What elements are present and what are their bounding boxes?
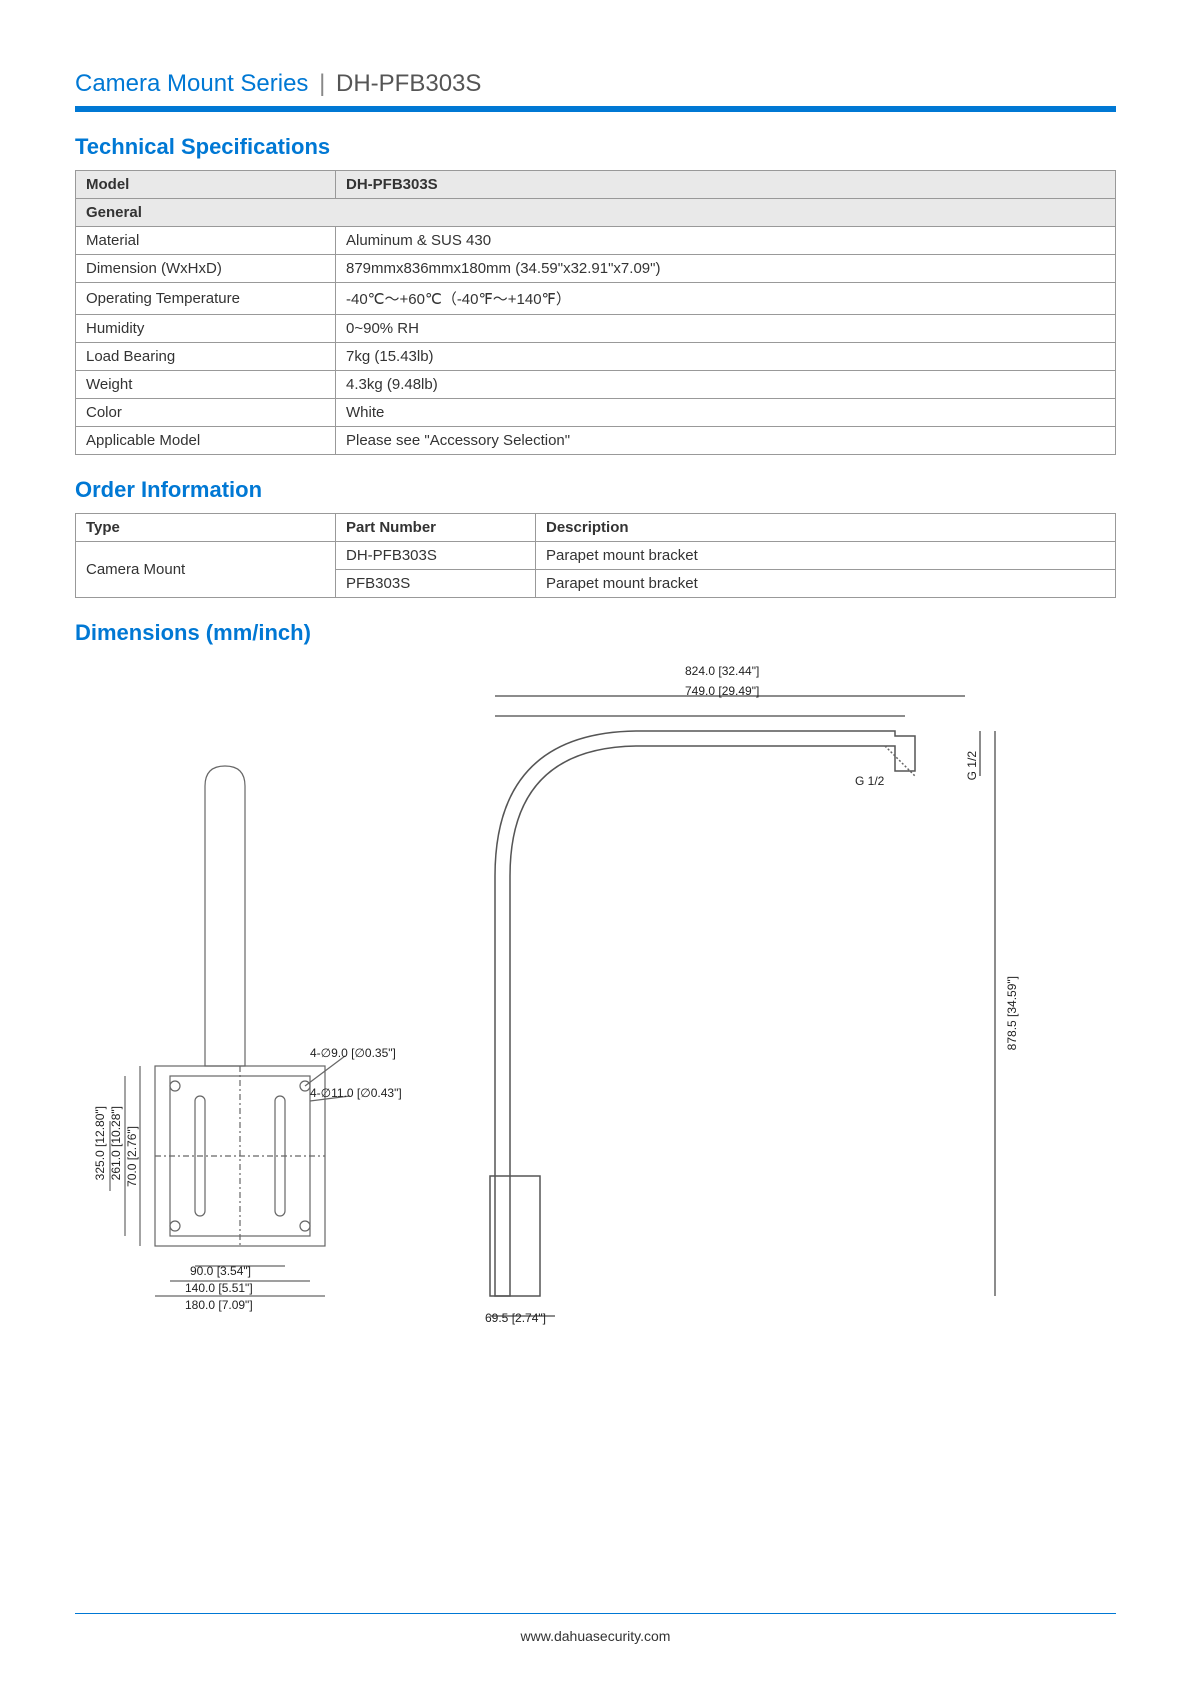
order-header-desc: Description [536, 514, 1116, 542]
header-separator: | [319, 70, 325, 97]
spec-row-value: 4.3kg (9.48lb) [336, 371, 1116, 399]
page-header: Camera Mount Series | DH-PFB303S [75, 70, 1116, 98]
order-header-part: Part Number [336, 514, 536, 542]
footer-url: www.dahuasecurity.com [0, 1628, 1191, 1644]
spec-row-value: 879mmx836mmx180mm (34.59"x32.91"x7.09") [336, 255, 1116, 283]
order-desc-0: Parapet mount bracket [536, 542, 1116, 570]
spec-row-label: Load Bearing [76, 343, 336, 371]
dim-bot3: 180.0 [7.09"] [185, 1298, 253, 1312]
dim-bot1: 90.0 [3.54"] [190, 1264, 251, 1278]
header-divider [75, 106, 1116, 112]
footer-divider [75, 1613, 1116, 1614]
order-desc-1: Parapet mount bracket [536, 570, 1116, 598]
dim-top1: 824.0 [32.44"] [685, 664, 759, 678]
spec-row-label: Weight [76, 371, 336, 399]
spec-model-label: Model [76, 171, 336, 199]
spec-row-value: 0~90% RH [336, 315, 1116, 343]
dim-hole1: 4-∅9.0 [∅0.35"] [310, 1046, 396, 1060]
dim-bot4: 69.5 [2.74"] [485, 1311, 546, 1325]
spec-row-label: Color [76, 399, 336, 427]
spec-row-value: -40℃～+60℃（-40℉～+140℉） [336, 283, 1116, 315]
dimensions-diagram: 824.0 [32.44"] 749.0 [29.49"] G 1/2 G 1/… [75, 656, 1075, 1356]
spec-model-value: DH-PFB303S [336, 171, 1116, 199]
dim-hole2: 4-∅11.0 [∅0.43"] [310, 1086, 402, 1100]
spec-row-value: White [336, 399, 1116, 427]
dim-left-h2: 261.0 [10.28"] [109, 1106, 123, 1180]
order-part-1: PFB303S [336, 570, 536, 598]
dim-g12-v: G 1/2 [965, 751, 979, 780]
spec-row-label: Operating Temperature [76, 283, 336, 315]
spec-row-label: Material [76, 227, 336, 255]
section-tech-spec: Technical Specifications [75, 134, 1116, 160]
spec-row-label: Applicable Model [76, 427, 336, 455]
order-header-type: Type [76, 514, 336, 542]
spec-row-label: Humidity [76, 315, 336, 343]
dim-left-h1: 325.0 [12.80"] [93, 1106, 107, 1180]
order-info-table: Type Part Number Description Camera Moun… [75, 513, 1116, 598]
dim-left-h3: 70.0 [2.76"] [125, 1126, 139, 1187]
spec-row-value: Aluminum & SUS 430 [336, 227, 1116, 255]
diagram-side-view [475, 676, 1025, 1326]
order-type-value: Camera Mount [76, 542, 336, 598]
dim-bot2: 140.0 [5.51"] [185, 1281, 253, 1295]
dim-g12-h: G 1/2 [855, 774, 884, 788]
tech-spec-table: Model DH-PFB303S General MaterialAluminu… [75, 170, 1116, 455]
section-order-info: Order Information [75, 477, 1116, 503]
spec-row-label: Dimension (WxHxD) [76, 255, 336, 283]
spec-general-label: General [76, 199, 1116, 227]
spec-row-value: Please see "Accessory Selection" [336, 427, 1116, 455]
order-part-0: DH-PFB303S [336, 542, 536, 570]
diagram-front-view [95, 756, 355, 1316]
header-model: DH-PFB303S [336, 70, 481, 97]
dim-right-h: 878.5 [34.59"] [1005, 976, 1019, 1050]
header-series: Camera Mount Series [75, 70, 308, 97]
section-dimensions: Dimensions (mm/inch) [75, 620, 1116, 646]
dim-top2: 749.0 [29.49"] [685, 684, 759, 698]
spec-row-value: 7kg (15.43lb) [336, 343, 1116, 371]
